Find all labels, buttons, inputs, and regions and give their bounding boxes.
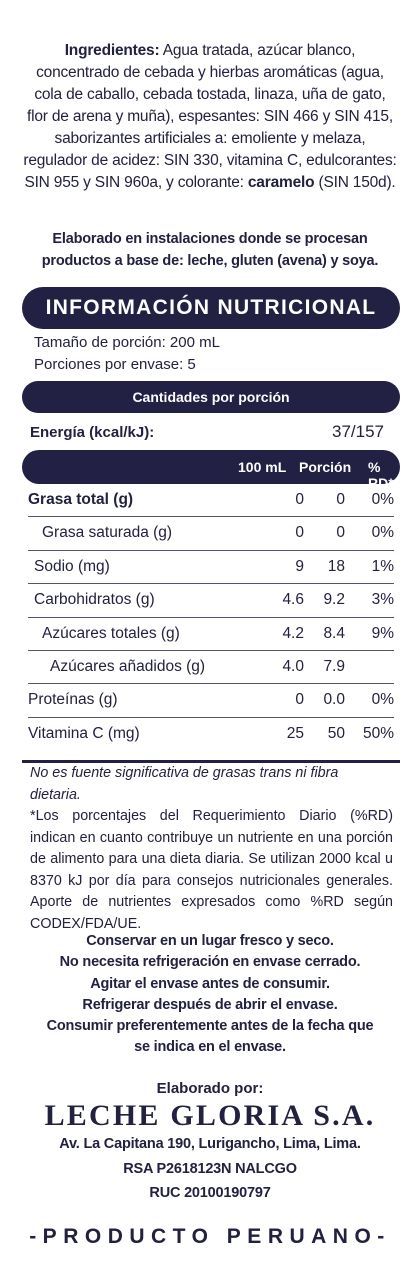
- storage-line: Conservar en un lugar fresco y seco.: [86, 933, 334, 949]
- column-header-rd: % RD*: [368, 459, 394, 491]
- servings-per-container: Porciones por envase: 5: [34, 356, 196, 373]
- nutrition-title: INFORMACIÓN NUTRICIONAL: [22, 287, 400, 329]
- maker-address: Av. La Capitana 190, Lurigancho, Lima, L…: [59, 1136, 361, 1152]
- value-100ml: 4.2: [282, 624, 304, 642]
- nutrient-label: Proteínas (g): [28, 691, 118, 709]
- table-row: Proteínas (g) 0 0.0 0%: [28, 684, 394, 718]
- table-row: Azúcares añadidos (g) 4.0 7.9: [28, 651, 394, 685]
- table-row: Sodio (mg) 9 18 1%: [28, 551, 394, 585]
- maker-name: LECHE GLORIA S.A.: [44, 1099, 376, 1132]
- value-portion: 0.0: [323, 691, 345, 709]
- ingredients-text: Ingredientes: Agua tratada, azúcar blanc…: [22, 40, 398, 194]
- nutrition-table-header: 100 mL Porción % RD*: [22, 450, 400, 491]
- serving-size: Tamaño de porción: 200 mL: [34, 334, 220, 351]
- nutrient-label: Azúcares añadidos (g): [50, 657, 206, 675]
- ingredients-label: Ingredientes:: [64, 42, 160, 59]
- energy-value: 37/157: [332, 422, 384, 441]
- nutrient-label: Vitamina C (mg): [28, 724, 140, 742]
- table-row: Grasa total (g) 0 0 0%: [28, 484, 394, 518]
- daily-requirement-note: *Los porcentajes del Requerimiento Diari…: [30, 808, 393, 932]
- value-rd: 0%: [371, 491, 394, 508]
- ingredients-colorant-code: (SIN 150d).: [314, 174, 396, 191]
- storage-line: Agitar el envase antes de consumir.: [90, 975, 330, 992]
- value-100ml: 9: [295, 557, 304, 575]
- value-100ml: 4.6: [282, 591, 304, 609]
- nutrition-notes: No es fuente significativa de grasas tra…: [30, 763, 393, 935]
- energy-label: Energía (kcal/kJ):: [30, 424, 155, 441]
- tax-id: RUC 20100190797: [149, 1185, 271, 1201]
- storage-instructions: Conservar en un lugar fresco y seco. No …: [22, 931, 398, 1059]
- nutrient-label: Carbohidratos (g): [34, 591, 155, 609]
- storage-line: Consumir preferentemente antes de la fec…: [46, 1018, 374, 1035]
- storage-line: Refrigerar después de abrir el envase.: [82, 996, 338, 1013]
- value-rd: 1%: [371, 557, 394, 575]
- allergen-warning: Elaborado en instalaciones donde se proc…: [41, 231, 379, 269]
- table-bottom-divider: [22, 760, 400, 763]
- column-header-portion: Porción: [299, 459, 352, 475]
- ingredients-list: Agua tratada, azúcar blanco, concentrado…: [23, 42, 397, 191]
- value-100ml: 4.0: [282, 657, 304, 675]
- value-portion: 18: [327, 557, 345, 575]
- value-rd: 9%: [371, 624, 394, 642]
- value-100ml: 0: [295, 691, 304, 709]
- storage-line: se indica en el envase.: [134, 1039, 286, 1056]
- column-header-100ml: 100 mL: [238, 459, 287, 475]
- value-portion: 8.4: [323, 624, 345, 642]
- value-portion: 50: [327, 724, 345, 742]
- value-100ml: 0: [295, 524, 304, 542]
- sanitary-registry: RSA P2618123N NALCGO: [123, 1161, 297, 1177]
- table-row: Grasa saturada (g) 0 0 0%: [28, 517, 394, 551]
- value-portion: 0: [336, 491, 345, 508]
- value-100ml: 0: [295, 491, 304, 508]
- nutrient-label: Azúcares totales (g): [42, 624, 180, 642]
- value-rd: 0%: [371, 524, 394, 542]
- ingredients-colorant: caramelo: [247, 174, 315, 191]
- value-rd: 0%: [371, 691, 394, 709]
- nutrient-label: Grasa total (g): [28, 491, 134, 508]
- nutrient-label: Sodio (mg): [34, 557, 110, 575]
- nutrient-label: Grasa saturada (g): [42, 524, 173, 542]
- value-rd: 3%: [371, 591, 394, 609]
- nutrition-table: Grasa total (g) 0 0 0% Grasa saturada (g…: [28, 484, 394, 750]
- amounts-per-serving-header: Cantidades por porción: [22, 381, 400, 413]
- value-100ml: 25: [286, 724, 304, 742]
- product-origin: -PRODUCTO PERUANO-: [29, 1225, 391, 1248]
- maker-label: Elaborado por:: [156, 1080, 264, 1097]
- table-row: Vitamina C (mg) 25 50 50%: [28, 718, 394, 750]
- trans-fat-note: No es fuente significativa de grasas tra…: [30, 765, 339, 803]
- table-row: Azúcares totales (g) 4.2 8.4 9%: [28, 618, 394, 651]
- value-portion: 7.9: [323, 657, 345, 675]
- value-portion: 0: [336, 524, 345, 542]
- value-portion: 9.2: [323, 591, 345, 609]
- table-row: Carbohidratos (g) 4.6 9.2 3%: [28, 584, 394, 618]
- storage-line: No necesita refrigeración en envase cerr…: [59, 954, 361, 971]
- value-rd: 50%: [362, 724, 394, 742]
